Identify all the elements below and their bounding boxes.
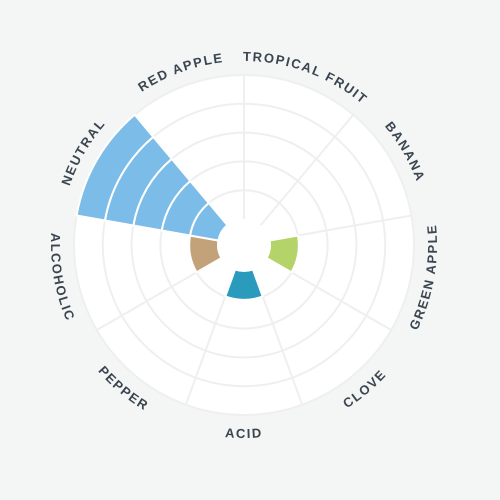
grid-spoke [259,114,355,226]
slice-segment [265,234,300,274]
slice-acid [224,268,264,301]
slice-green-apple [265,234,300,274]
slice-neutral [75,113,229,242]
slice-segment [75,113,155,222]
slice-segment [224,268,264,301]
category-label: ACID [225,425,264,441]
